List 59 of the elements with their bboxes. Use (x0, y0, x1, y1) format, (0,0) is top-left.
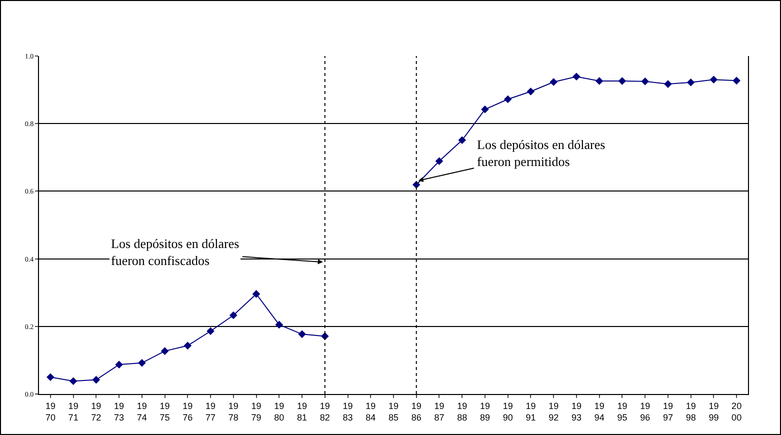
x-tick-label: 20 00 (732, 400, 742, 422)
point (92, 376, 100, 384)
x-tick-label: 19 79 (251, 400, 262, 422)
point (686, 78, 695, 86)
point (618, 77, 626, 85)
x-tick-label: 19 86 (411, 400, 422, 422)
point (526, 88, 535, 96)
point (252, 290, 260, 298)
point (595, 77, 604, 85)
point (298, 330, 306, 338)
x-tick-label: 19 75 (160, 400, 170, 422)
point (664, 80, 672, 88)
point (138, 359, 146, 367)
x-tick-label: 19 93 (571, 400, 582, 422)
x-tick-label: 19 73 (114, 400, 124, 422)
x-tick-label: 19 80 (274, 400, 284, 422)
x-tick-label: 19 76 (182, 400, 193, 422)
x-tick-label: 19 78 (228, 400, 238, 422)
point (206, 327, 214, 336)
point (69, 377, 78, 386)
point (458, 136, 466, 144)
x-tick-label: 19 91 (526, 400, 536, 422)
annotation: Los depósitos en dólares fueron confiscados (111, 236, 240, 268)
point (160, 347, 169, 355)
x-tick-label: 19 87 (434, 400, 444, 422)
point (641, 77, 649, 86)
x-tick-label: 19 81 (297, 400, 308, 422)
x-tick-label: 19 84 (366, 400, 376, 422)
x-tick-label: 19 95 (617, 400, 628, 422)
point (115, 360, 123, 368)
x-tick-label: 19 88 (457, 400, 468, 422)
x-tick-label: 19 98 (686, 400, 696, 422)
x-tick-label: 19 92 (548, 400, 559, 422)
x-tick-label: 19 89 (480, 400, 490, 422)
x-tick-label: 19 99 (708, 400, 719, 422)
x-tick-label: 19 74 (136, 400, 147, 422)
x-tick-label: 19 83 (342, 400, 353, 422)
x-tick-label: 19 70 (45, 400, 56, 422)
point (481, 106, 489, 114)
point (230, 311, 238, 320)
point (710, 76, 718, 84)
point (184, 342, 192, 350)
x-tick-label: 19 77 (206, 400, 216, 422)
point (572, 72, 580, 81)
x-tick-label: 19 94 (594, 400, 604, 422)
x-tick-label: 19 71 (68, 400, 78, 422)
point (275, 320, 284, 329)
x-tick-label: 19 82 (320, 400, 330, 422)
point (550, 78, 558, 86)
point (732, 76, 740, 85)
point (504, 95, 512, 104)
point (435, 157, 444, 166)
x-tick-label: 19 85 (388, 400, 399, 422)
annotation: Los depósitos en dólares fueron permitidos (477, 137, 606, 169)
point (46, 373, 54, 381)
x-tick-label: 19 96 (640, 400, 650, 422)
x-tick-label: 19 97 (662, 400, 673, 422)
x-tick-label: 19 90 (502, 400, 513, 422)
x-tick-label: 19 72 (91, 400, 102, 422)
